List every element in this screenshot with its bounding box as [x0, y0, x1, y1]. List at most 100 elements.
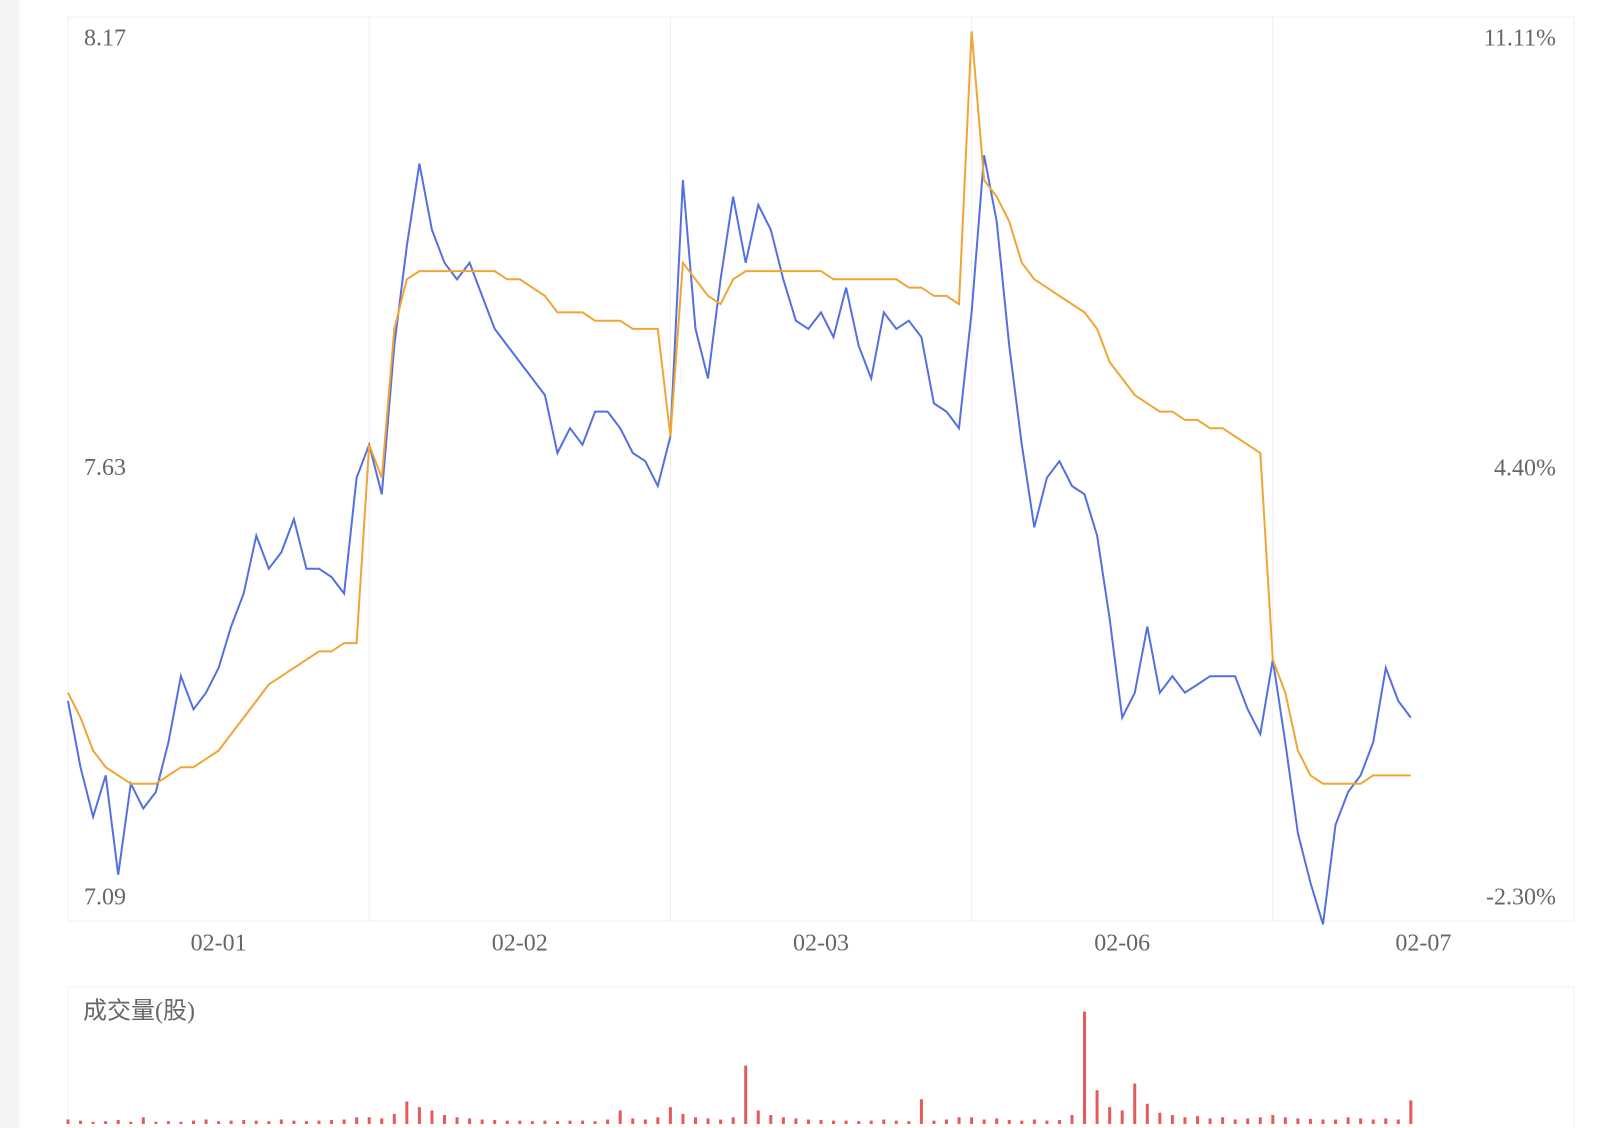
volume-bar	[1133, 1083, 1137, 1124]
volume-bar	[1070, 1115, 1074, 1124]
volume-bar	[995, 1118, 999, 1124]
volume-bar	[606, 1119, 610, 1124]
volume-bar	[907, 1121, 911, 1124]
volume-bar	[618, 1110, 622, 1124]
volume-bar	[204, 1119, 208, 1124]
x-tick-label: 02-07	[1395, 931, 1451, 957]
volume-bar	[242, 1120, 246, 1124]
x-tick-label: 02-02	[492, 931, 548, 957]
volume-bar	[217, 1121, 221, 1124]
volume-bar	[229, 1120, 233, 1124]
volume-bar	[844, 1120, 848, 1124]
volume-bar	[1208, 1118, 1212, 1124]
volume-bar	[405, 1101, 409, 1124]
volume-bar	[1359, 1118, 1363, 1124]
volume-bar	[543, 1120, 547, 1124]
volume-bar	[129, 1121, 133, 1124]
volume-bar	[1296, 1118, 1300, 1124]
volume-bar	[330, 1120, 334, 1124]
volume-bar	[380, 1118, 384, 1124]
volume-bar	[455, 1117, 459, 1124]
volume-bar	[882, 1119, 886, 1124]
volume-bar	[355, 1117, 359, 1124]
volume-bar	[555, 1121, 559, 1124]
volume-bar	[530, 1121, 534, 1124]
volume-bar	[154, 1121, 158, 1124]
volume-bar	[1095, 1090, 1099, 1124]
volume-bar	[568, 1120, 572, 1124]
volume-bar	[1271, 1115, 1275, 1124]
volume-bar	[342, 1119, 346, 1124]
price-line	[67, 31, 1411, 785]
volume-bar	[1057, 1120, 1061, 1124]
volume-bar	[894, 1120, 898, 1124]
volume-bar	[1196, 1116, 1199, 1124]
volume-bar	[254, 1120, 258, 1124]
volume-bar	[1346, 1117, 1350, 1124]
volume-bar	[806, 1119, 810, 1124]
volume-bar	[1221, 1117, 1225, 1124]
volume-bar	[1321, 1119, 1325, 1124]
volume-bar	[1409, 1100, 1413, 1124]
volume-bar	[694, 1117, 697, 1124]
volume-bar	[681, 1113, 685, 1124]
volume-bar	[1120, 1110, 1124, 1124]
volume-bar	[794, 1118, 798, 1124]
volume-bar	[304, 1121, 308, 1124]
side-strip	[0, 0, 19, 1128]
volume-bar	[91, 1121, 95, 1124]
volume-bar	[781, 1117, 785, 1124]
volume-bar	[1308, 1118, 1312, 1124]
volume-bar	[1283, 1117, 1287, 1124]
volume-bar	[581, 1120, 585, 1124]
volume-bar	[480, 1119, 484, 1124]
volume-bar	[982, 1119, 986, 1124]
volume-bar	[1007, 1120, 1011, 1124]
volume-bar	[869, 1120, 873, 1124]
volume-bar	[430, 1110, 434, 1124]
volume-bar	[317, 1120, 321, 1124]
volume-bar	[919, 1099, 923, 1124]
volume-bar	[706, 1118, 710, 1124]
volume-bar	[744, 1065, 748, 1124]
volume-bar	[493, 1120, 497, 1124]
volume-bar	[1032, 1119, 1036, 1124]
volume-bar	[731, 1117, 735, 1124]
volume-title: 成交量(股)	[83, 998, 195, 1025]
volume-bar	[857, 1121, 861, 1124]
y-tick-label: 7.09	[84, 885, 126, 911]
volume-bar	[719, 1119, 723, 1124]
volume-bar	[166, 1121, 170, 1124]
volume-bar	[79, 1120, 83, 1124]
volume-bar	[756, 1110, 760, 1124]
volume-bar	[643, 1119, 647, 1124]
volume-bar	[66, 1119, 70, 1124]
volume-bar	[593, 1121, 597, 1124]
volume-bar	[179, 1121, 183, 1124]
volume-bar	[192, 1120, 195, 1124]
volume-bar	[267, 1121, 271, 1124]
volume-bar	[1258, 1117, 1262, 1124]
volume-bar	[1246, 1118, 1250, 1124]
volume-bar	[945, 1119, 948, 1124]
volume-bar	[1384, 1118, 1388, 1124]
volume-bar	[932, 1120, 936, 1124]
x-tick-label: 02-01	[191, 931, 247, 957]
volume-panel	[67, 986, 1575, 1128]
y-tick-label: 7.63	[84, 455, 126, 481]
volume-bar	[1170, 1115, 1174, 1124]
x-tick-label: 02-03	[793, 931, 849, 957]
volume-bar	[1183, 1117, 1187, 1124]
volume-bar	[769, 1115, 773, 1124]
volume-bar	[1045, 1120, 1049, 1124]
volume-bar	[1233, 1119, 1237, 1124]
y2-tick-label: 4.40%	[1494, 455, 1556, 481]
volume-bar	[505, 1120, 509, 1124]
volume-bar	[631, 1118, 635, 1124]
volume-bar	[279, 1119, 283, 1124]
price-panel	[67, 16, 1575, 922]
volume-bar	[656, 1117, 660, 1124]
volume-bar	[518, 1120, 522, 1124]
price-line	[67, 155, 1412, 925]
volume-bar	[443, 1115, 446, 1124]
